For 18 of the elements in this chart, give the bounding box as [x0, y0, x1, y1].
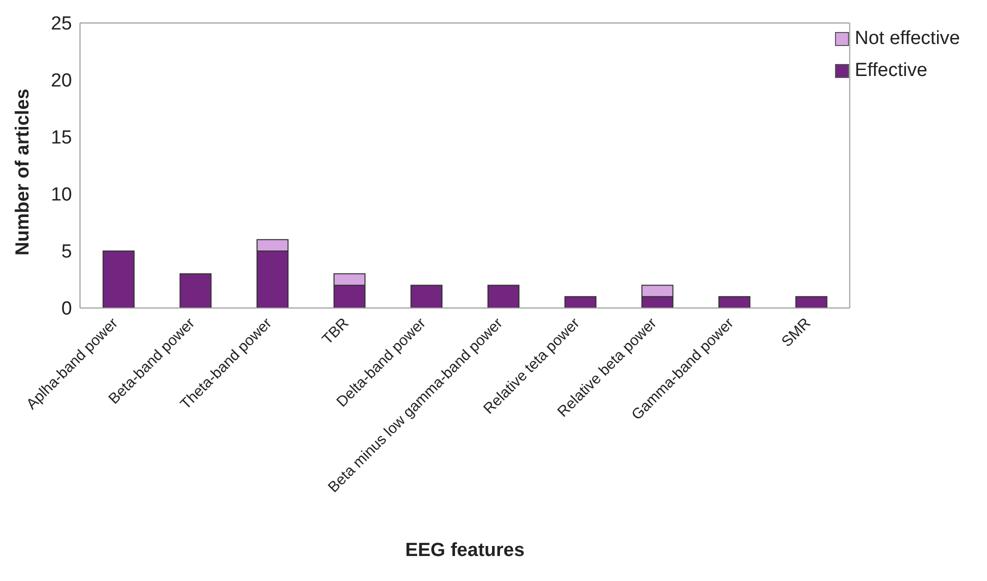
y-tick-label: 20	[50, 70, 72, 92]
y-axis-title: Number of articles	[12, 88, 34, 256]
bar	[564, 296, 596, 308]
bar	[410, 284, 442, 308]
y-tick-label: 15	[50, 128, 72, 149]
legend-label: Not effective	[854, 28, 960, 50]
bar	[795, 296, 828, 308]
legend-label: Effective	[854, 60, 928, 82]
bar	[718, 296, 750, 308]
x-tick-label: TBR	[319, 314, 352, 348]
y-tick-label: 0	[61, 298, 72, 320]
y-tick-label: 10	[50, 184, 72, 206]
bar	[102, 250, 135, 308]
y-tick-label: 5	[61, 242, 72, 263]
x-axis-title: EEG features	[405, 540, 525, 561]
y-tick-label: 25	[50, 14, 72, 35]
bar	[487, 284, 520, 308]
bar	[180, 273, 212, 308]
